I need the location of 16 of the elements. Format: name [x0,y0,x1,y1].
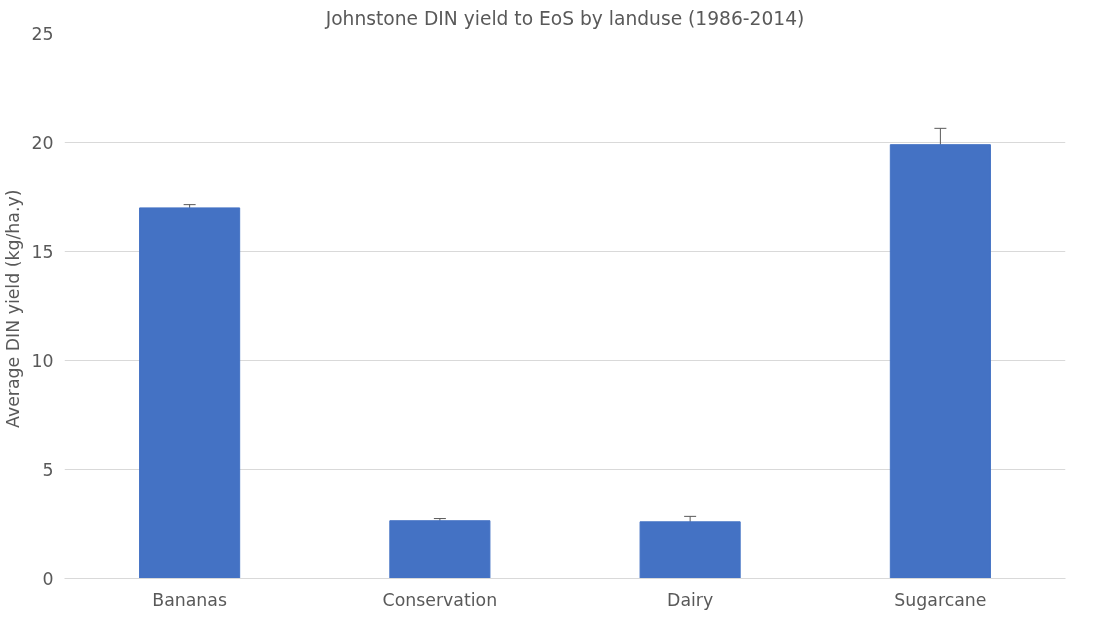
bar [639,521,741,579]
chart-title: Johnstone DIN yield to EoS by landuse (1986-2014) [324,7,805,29]
bar [139,207,241,579]
y-axis-title: Average DIN yield (kg/ha.y) [3,189,24,428]
x-tick-label: Conservation [382,589,498,610]
y-tick-label: 15 [31,242,54,262]
y-tick-label: 25 [31,24,54,44]
x-tick-label: Bananas [152,589,228,610]
y-tick-label: 0 [42,569,54,589]
x-tick-label: Sugarcane [894,589,987,610]
y-tick-label: 20 [31,133,54,153]
y-tick-label: 5 [42,460,54,480]
bar [389,520,491,579]
y-tick-label: 10 [31,351,54,371]
bar [889,144,991,579]
x-tick-label: Dairy [667,589,714,610]
